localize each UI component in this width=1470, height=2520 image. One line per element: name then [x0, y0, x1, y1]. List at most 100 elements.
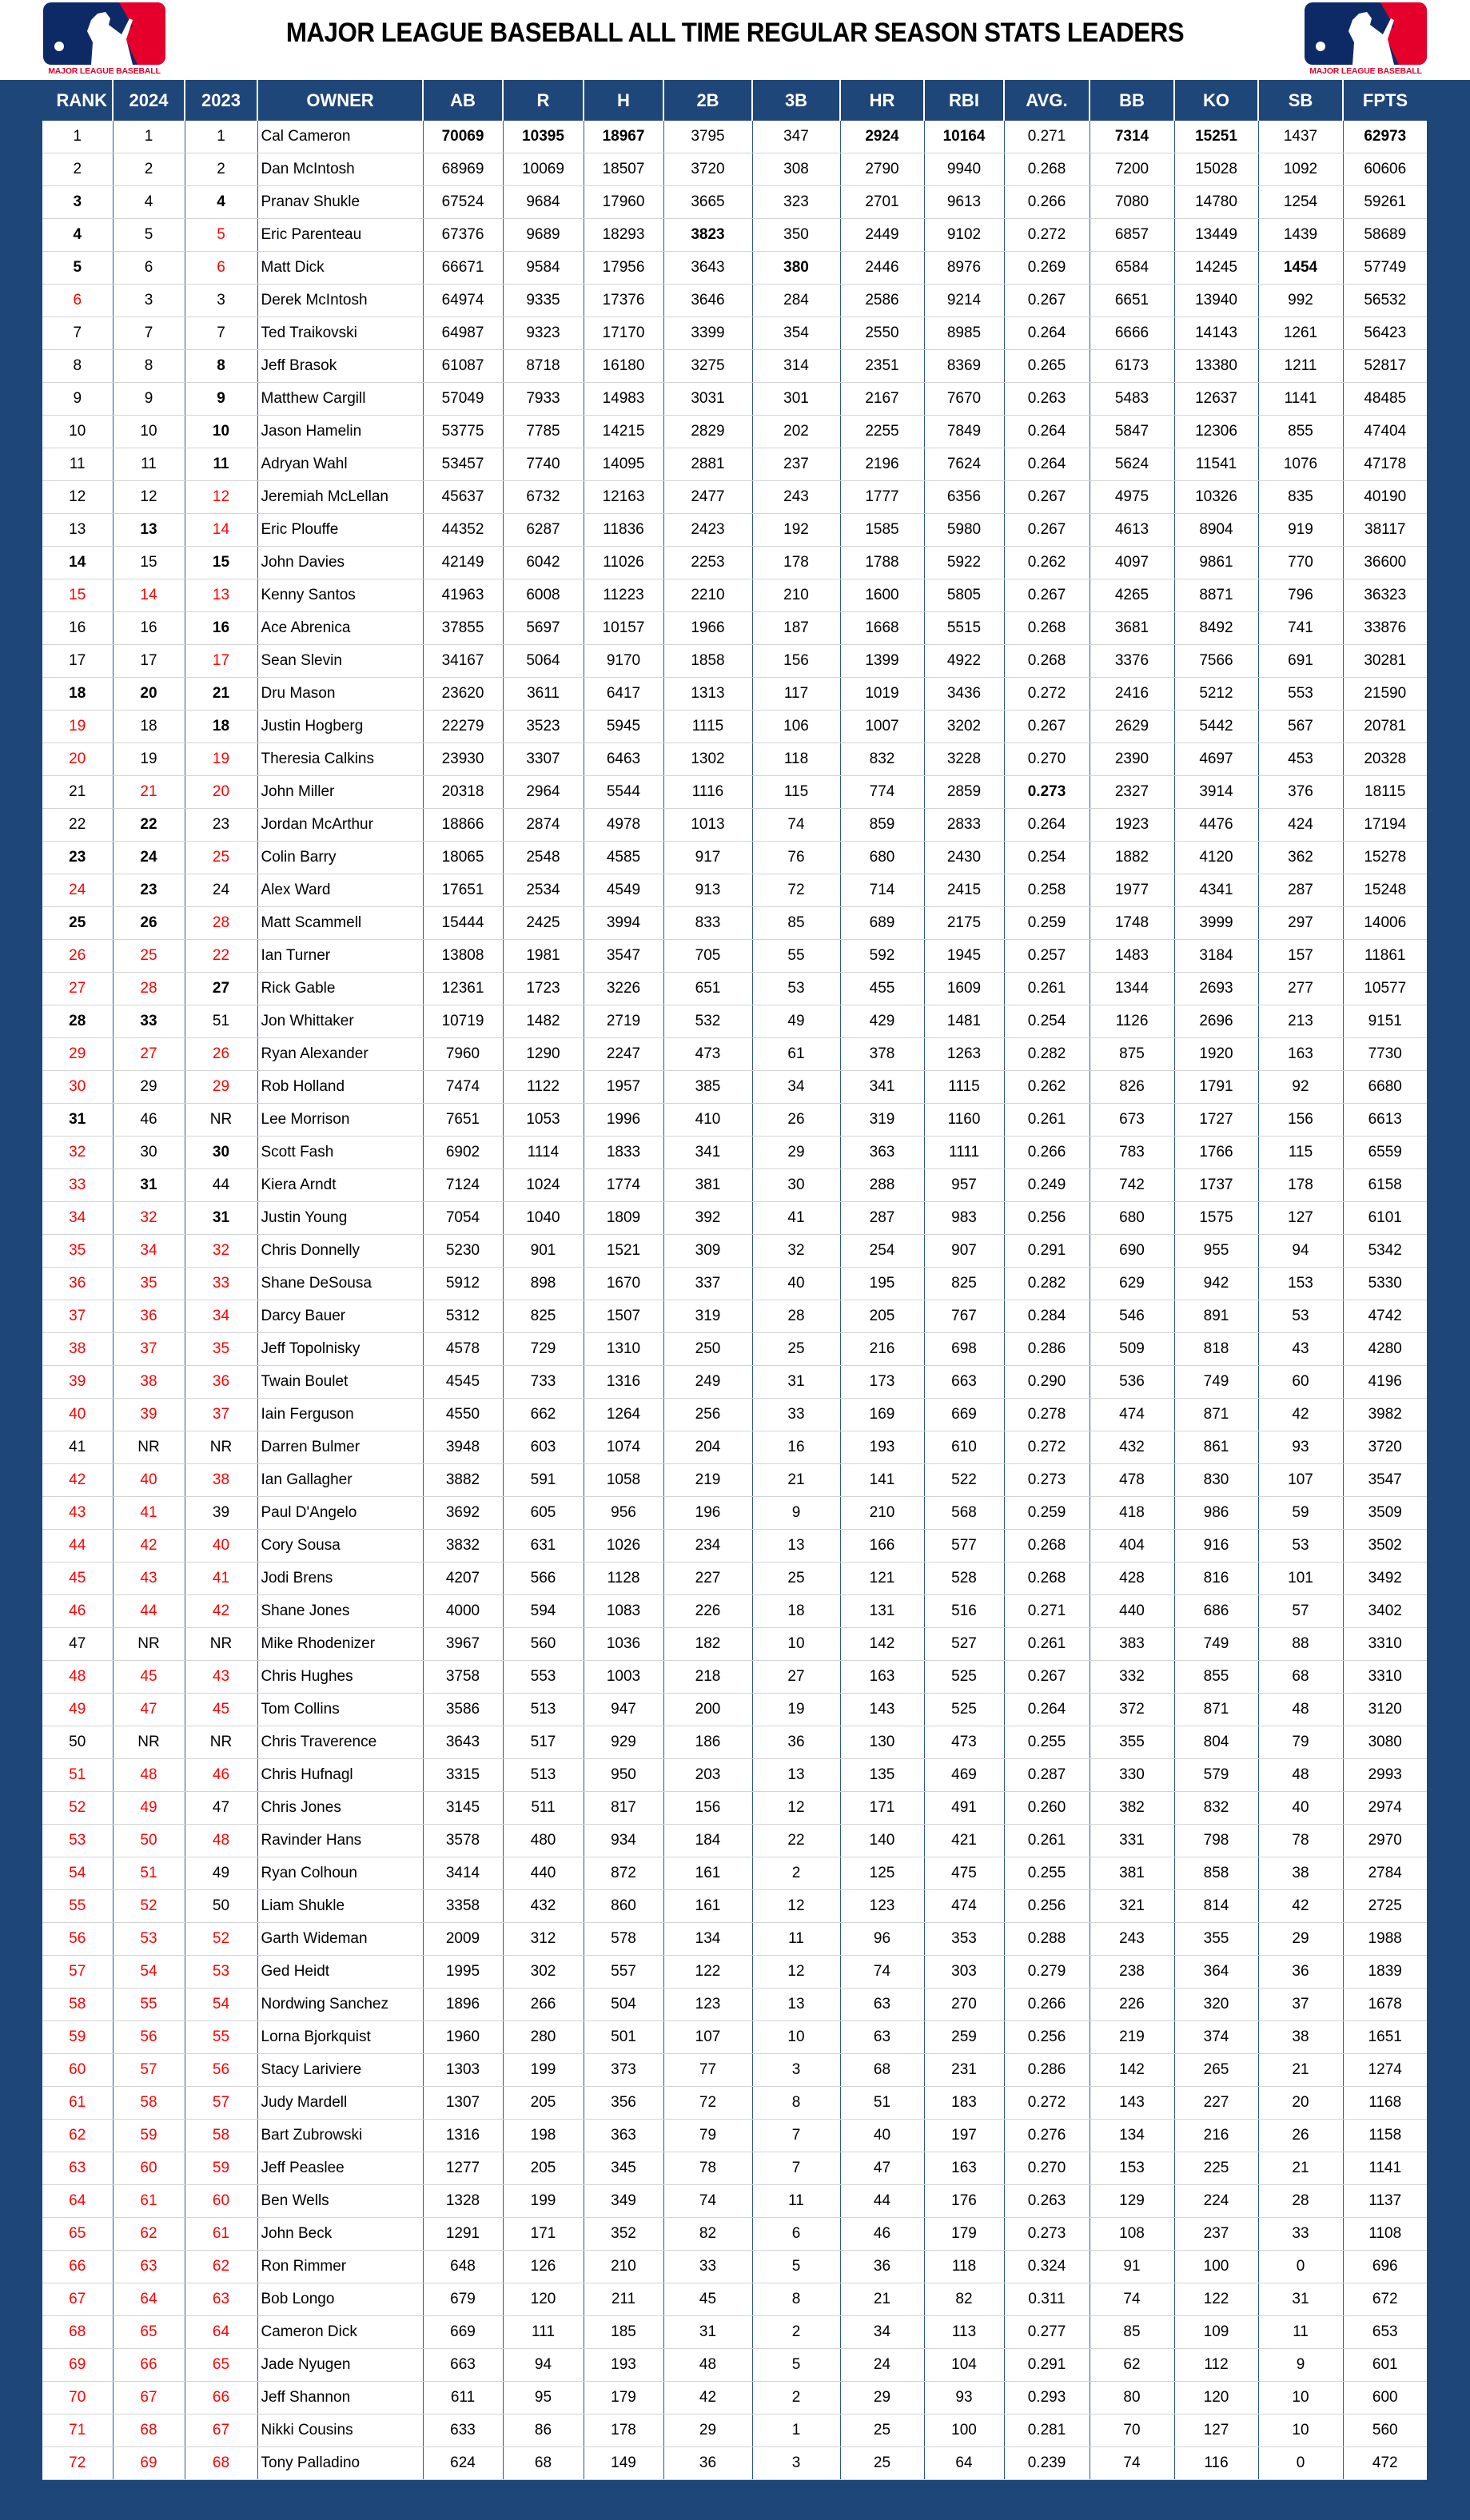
- cell-3b: 308: [751, 153, 840, 186]
- cell-bb: 2390: [1089, 742, 1174, 776]
- column-header-3b[interactable]: 3B: [751, 80, 840, 121]
- cell-hr: 142: [839, 1627, 924, 1661]
- cell-avg: 0.254: [1003, 841, 1090, 874]
- table-row: 38 37 35 Jeff Topolnisky 4578 729 1310 250 25 216…: [42, 1332, 1427, 1366]
- cell-avg: 0.281: [1003, 2414, 1090, 2447]
- cell-avg: 0.324: [1003, 2250, 1090, 2283]
- cell-bb: 4613: [1089, 513, 1174, 547]
- column-header-2023[interactable]: 2023: [184, 80, 257, 121]
- column-header-rbi[interactable]: RBI: [923, 80, 1004, 121]
- cell-fpts: 560: [1342, 2414, 1427, 2447]
- cell-2b: 186: [663, 1726, 752, 1759]
- cell-2024: 32: [112, 1201, 185, 1235]
- column-header-2b[interactable]: 2B: [663, 80, 752, 121]
- cell-r: 199: [502, 2053, 584, 2087]
- cell-ko: 14245: [1173, 251, 1258, 285]
- cell-rank: 16: [42, 611, 113, 645]
- cell-ko: 4476: [1173, 808, 1258, 842]
- cell-rank: 72: [42, 2446, 113, 2480]
- cell-2024: 22: [112, 808, 185, 842]
- cell-2024: 20: [112, 677, 185, 711]
- cell-ab: 7474: [422, 1070, 503, 1104]
- column-header-h[interactable]: H: [583, 80, 663, 121]
- cell-3b: 7: [751, 2152, 840, 2185]
- cell-avg: 0.272: [1003, 1431, 1090, 1464]
- cell-3b: 6: [751, 2217, 840, 2251]
- cell-sb: 79: [1257, 1726, 1343, 1759]
- cell-hr: 24: [839, 2348, 924, 2382]
- cell-ko: 1766: [1173, 1136, 1258, 1169]
- cell-rank: 49: [42, 1693, 113, 1726]
- cell-ab: 3882: [422, 1463, 503, 1497]
- cell-3b: 11: [751, 1922, 840, 1956]
- cell-rbi: 10164: [923, 121, 1004, 153]
- cell-r: 1482: [502, 1005, 584, 1038]
- cell-bb: 7080: [1089, 185, 1174, 219]
- cell-owner: Chris Donnelly: [257, 1234, 423, 1268]
- cell-2b: 532: [663, 1005, 752, 1038]
- cell-2023: 18: [184, 710, 257, 743]
- cell-r: 594: [502, 1594, 584, 1628]
- cell-fpts: 3310: [1342, 1660, 1427, 1694]
- cell-r: 198: [502, 2119, 584, 2152]
- cell-2b: 156: [663, 1791, 752, 1825]
- cell-3b: 178: [751, 546, 840, 579]
- cell-h: 11026: [583, 546, 663, 579]
- cell-3b: 55: [751, 939, 840, 973]
- cell-h: 4978: [583, 808, 663, 842]
- column-header-owner[interactable]: OWNER: [257, 80, 423, 121]
- cell-bb: 629: [1089, 1267, 1174, 1300]
- cell-ab: 4578: [422, 1332, 503, 1366]
- column-header-2024[interactable]: 2024: [112, 80, 185, 121]
- column-header-bb[interactable]: BB: [1089, 80, 1174, 121]
- cell-sb: 68: [1257, 1660, 1343, 1694]
- column-header-ko[interactable]: KO: [1173, 80, 1258, 121]
- cell-rank: 17: [42, 644, 113, 678]
- cell-fpts: 38117: [1342, 513, 1427, 547]
- column-header-rank[interactable]: RANK: [42, 80, 113, 121]
- cell-ab: 611: [422, 2381, 503, 2415]
- cell-h: 817: [583, 1791, 663, 1825]
- cell-owner: Twain Boulet: [257, 1365, 423, 1399]
- cell-sb: 796: [1257, 579, 1343, 612]
- cell-hr: 36: [839, 2250, 924, 2283]
- cell-rbi: 577: [923, 1529, 1004, 1563]
- column-header-hr[interactable]: HR: [839, 80, 924, 121]
- cell-owner: Kiera Arndt: [257, 1168, 423, 1202]
- column-header-fpts[interactable]: FPTS: [1342, 80, 1427, 121]
- cell-fpts: 47404: [1342, 415, 1427, 448]
- table-row: 47 NR NR Mike Rhodenizer 3967 560 1036 182 10 142…: [42, 1627, 1427, 1661]
- cell-2024: NR: [112, 1726, 185, 1759]
- cell-3b: 118: [751, 742, 840, 776]
- cell-ko: 8904: [1173, 513, 1258, 547]
- cell-rbi: 528: [923, 1562, 1004, 1595]
- cell-2023: 57: [184, 2086, 257, 2120]
- column-header-ab[interactable]: AB: [422, 80, 503, 121]
- cell-2023: 25: [184, 841, 257, 874]
- cell-ko: 237: [1173, 2217, 1258, 2251]
- column-header-sb[interactable]: SB: [1257, 80, 1343, 121]
- cell-2024: 26: [112, 906, 185, 940]
- cell-ab: 3832: [422, 1529, 503, 1563]
- cell-2023: 19: [184, 742, 257, 776]
- cell-rank: 50: [42, 1726, 113, 1759]
- table-row: 16 16 16 Ace Abrenica 37855 5697 10157 1966 187 1…: [42, 611, 1427, 645]
- cell-fpts: 3502: [1342, 1529, 1427, 1563]
- column-header-r[interactable]: R: [502, 80, 584, 121]
- cell-3b: 40: [751, 1267, 840, 1300]
- cell-bb: 1977: [1089, 874, 1174, 907]
- cell-ko: 14780: [1173, 185, 1258, 219]
- cell-rbi: 353: [923, 1922, 1004, 1956]
- cell-ko: 3914: [1173, 775, 1258, 809]
- cell-sb: 21: [1257, 2053, 1343, 2087]
- cell-rank: 32: [42, 1136, 113, 1169]
- cell-2b: 651: [663, 972, 752, 1005]
- cell-ab: 12361: [422, 972, 503, 1005]
- cell-h: 3547: [583, 939, 663, 973]
- cell-sb: 163: [1257, 1037, 1343, 1071]
- cell-hr: 2586: [839, 284, 924, 317]
- cell-rank: 62: [42, 2119, 113, 2152]
- table-row: 27 28 27 Rick Gable 12361 1723 3226 651 53 455 160…: [42, 972, 1427, 1005]
- column-header-avg[interactable]: AVG.: [1003, 80, 1090, 121]
- cell-h: 1083: [583, 1594, 663, 1628]
